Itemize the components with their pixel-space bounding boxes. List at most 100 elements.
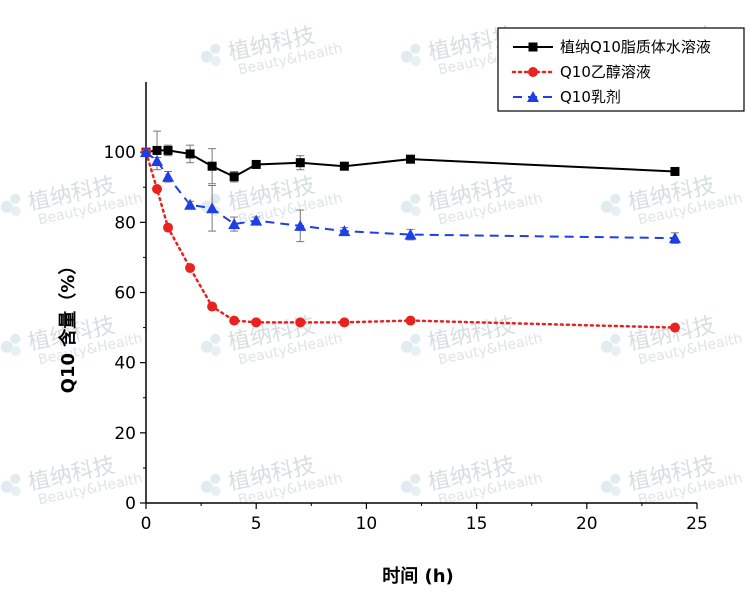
watermark-logo-icon bbox=[410, 473, 421, 484]
watermark-logo-icon bbox=[400, 340, 413, 353]
data-point bbox=[338, 225, 351, 237]
y-tick-label: 80 bbox=[114, 213, 136, 233]
data-point bbox=[152, 184, 163, 195]
legend-marker bbox=[528, 67, 538, 77]
watermark-logo-icon bbox=[610, 473, 621, 484]
watermark-logo-icon bbox=[600, 480, 613, 493]
watermark-logo-icon bbox=[210, 485, 221, 496]
watermark-logo-icon bbox=[410, 193, 421, 204]
watermark-logo-icon bbox=[410, 43, 421, 54]
watermark-logo-icon bbox=[10, 193, 21, 204]
watermark-logo-icon bbox=[200, 340, 213, 353]
legend-label: 植纳Q10脂质体水溶液 bbox=[560, 38, 711, 56]
y-tick-label: 100 bbox=[104, 143, 136, 163]
data-point bbox=[405, 154, 415, 164]
watermark-logo-icon bbox=[210, 55, 221, 66]
data-point bbox=[251, 317, 262, 328]
watermark-logo-icon bbox=[610, 485, 621, 496]
data-point bbox=[152, 145, 162, 155]
watermark-logo-icon bbox=[10, 345, 21, 356]
watermark-logo-icon bbox=[0, 480, 13, 493]
watermark-logo-icon bbox=[10, 485, 21, 496]
data-point bbox=[405, 315, 416, 326]
legend-marker bbox=[527, 91, 539, 102]
x-tick-label: 15 bbox=[466, 514, 488, 534]
data-point bbox=[207, 161, 217, 171]
x-tick-label: 25 bbox=[686, 514, 708, 534]
data-point bbox=[163, 222, 174, 233]
data-point bbox=[404, 228, 417, 240]
data-point bbox=[294, 219, 307, 231]
watermark-logo-icon bbox=[400, 480, 413, 493]
watermark-logo-icon bbox=[610, 345, 621, 356]
watermark-logo-icon bbox=[600, 340, 613, 353]
data-point bbox=[250, 214, 263, 226]
data-point bbox=[206, 202, 219, 214]
watermark-logo-icon bbox=[10, 333, 21, 344]
data-point bbox=[151, 154, 164, 166]
watermark-logo-icon bbox=[210, 473, 221, 484]
data-point bbox=[228, 218, 241, 230]
y-tick-label: 40 bbox=[114, 354, 136, 374]
data-point bbox=[140, 146, 152, 158]
x-axis-title: 时间 (h) bbox=[382, 566, 454, 587]
y-tick-label: 20 bbox=[114, 424, 136, 444]
plot-area bbox=[140, 130, 681, 333]
data-point bbox=[185, 149, 195, 159]
y-tick-label: 0 bbox=[125, 494, 136, 514]
watermark-logo-icon bbox=[210, 333, 221, 344]
data-point bbox=[229, 315, 240, 326]
watermark-logo-icon bbox=[410, 345, 421, 356]
data-point bbox=[251, 159, 261, 169]
watermark-logo-icon bbox=[610, 193, 621, 204]
x-tick-label: 0 bbox=[141, 514, 152, 534]
data-point bbox=[184, 198, 197, 210]
watermark-logo-icon bbox=[210, 345, 221, 356]
watermark-logo-icon bbox=[410, 333, 421, 344]
watermark-logo-icon bbox=[0, 340, 13, 353]
series-2 bbox=[140, 146, 681, 244]
series-line bbox=[145, 151, 675, 240]
data-point bbox=[163, 145, 173, 155]
y-axis-title: Q10 含量（%） bbox=[57, 257, 79, 394]
watermark-logo-icon bbox=[600, 200, 613, 213]
watermark-logo-icon bbox=[200, 50, 213, 63]
watermark-logo-icon bbox=[400, 200, 413, 213]
watermark-logo-icon bbox=[400, 50, 413, 63]
watermark-logo-icon bbox=[410, 55, 421, 66]
data-point bbox=[339, 161, 349, 171]
watermark-logo-icon bbox=[210, 193, 221, 204]
watermark-logo-icon bbox=[200, 480, 213, 493]
y-tick-label: 60 bbox=[114, 284, 136, 304]
watermark-logo-icon bbox=[10, 205, 21, 216]
legend-marker bbox=[528, 42, 538, 52]
x-tick-label: 20 bbox=[576, 514, 598, 534]
watermark-logo-icon bbox=[410, 485, 421, 496]
data-point bbox=[162, 170, 175, 182]
watermark-logo-icon bbox=[10, 473, 21, 484]
data-point bbox=[295, 317, 306, 328]
watermark-logo-icon bbox=[410, 205, 421, 216]
watermark-logo-icon bbox=[210, 43, 221, 54]
series-1 bbox=[141, 147, 680, 333]
x-tick-label: 5 bbox=[251, 514, 262, 534]
watermark-logo-icon bbox=[610, 333, 621, 344]
data-point bbox=[669, 322, 680, 333]
data-point bbox=[295, 158, 305, 168]
legend-label: Q10乙醇溶液 bbox=[560, 63, 651, 81]
legend: 植纳Q10脂质体水溶液 Q10乙醇溶液 Q10乳剂 bbox=[497, 27, 745, 112]
watermark-logo-icon bbox=[610, 205, 621, 216]
watermark-logo-icon bbox=[0, 200, 13, 213]
x-tick-label: 10 bbox=[356, 514, 378, 534]
legend-label: Q10乳剂 bbox=[560, 88, 621, 106]
